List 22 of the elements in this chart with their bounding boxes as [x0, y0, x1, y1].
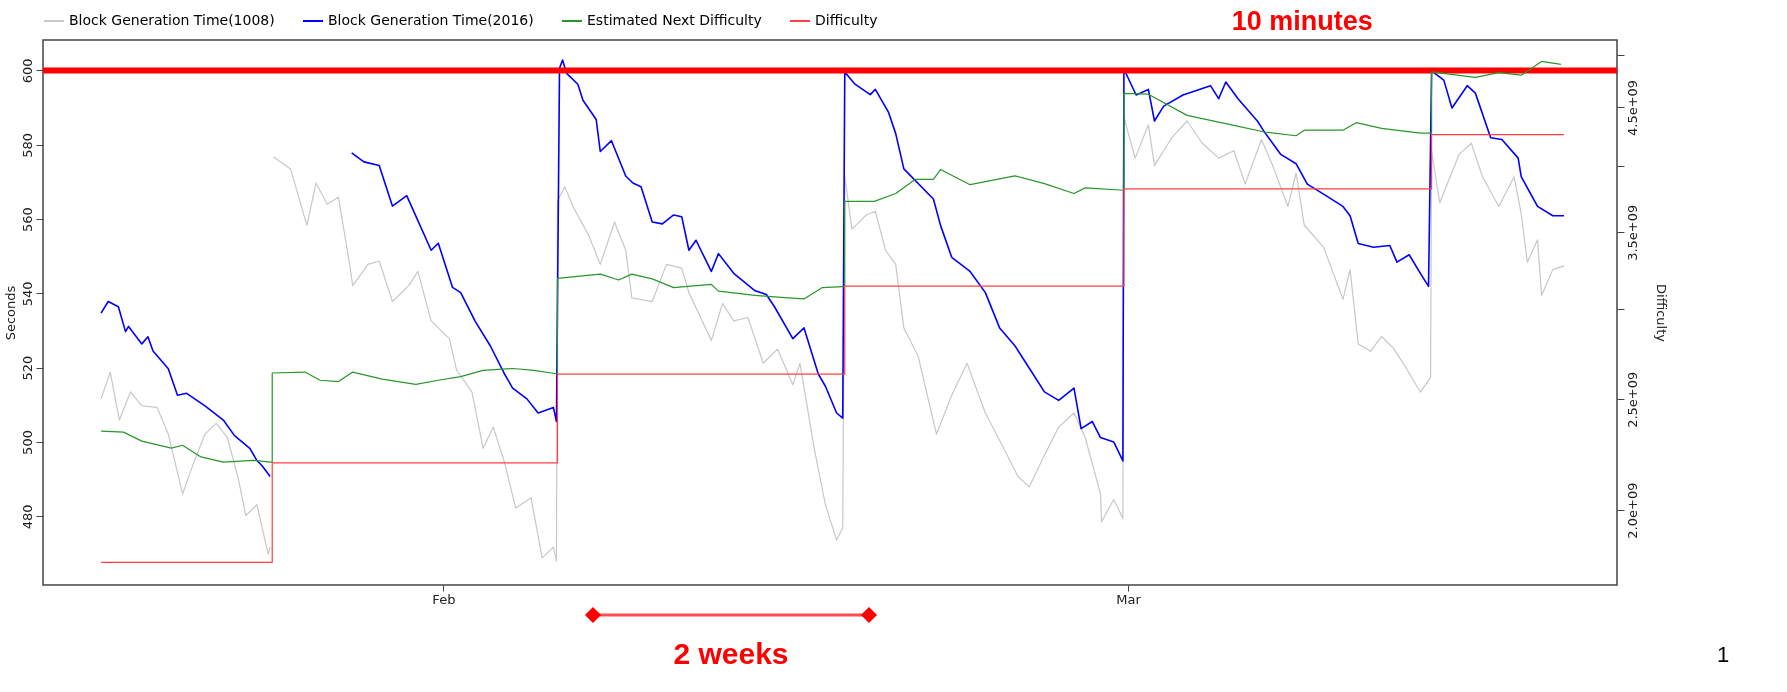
y-tick-label: 560 [19, 207, 35, 232]
x-tick-label: Feb [432, 591, 456, 607]
y2-tick-label: 3.5e+09 [1624, 204, 1640, 261]
text: 1 [1717, 642, 1730, 667]
x-tick-label: Mar [1116, 591, 1142, 607]
y-tick-label: 500 [19, 430, 35, 455]
legend-label: Difficulty [815, 12, 878, 28]
text: 2 weeks [673, 637, 789, 670]
ref-line-label: 10 minutes [1231, 6, 1373, 36]
legend-label: Block Generation Time(1008) [69, 12, 275, 28]
y-tick-label: 480 [19, 504, 35, 530]
y-axis-title: Seconds [2, 285, 18, 341]
legend-label: Estimated Next Difficulty [587, 12, 762, 28]
y2-tick-label: 2.0e+09 [1624, 482, 1640, 539]
y-tick-label: 540 [19, 281, 35, 307]
y2-axis-title: Difficulty [1653, 284, 1669, 343]
y-tick-label: 580 [19, 132, 35, 158]
y2-tick-label: 2.5e+09 [1624, 371, 1640, 428]
y-tick-label: 600 [19, 58, 35, 84]
legend-label: Block Generation Time(2016) [328, 12, 534, 28]
y-tick-label: 520 [19, 355, 35, 381]
y2-tick-label: 4.5e+09 [1624, 79, 1640, 137]
